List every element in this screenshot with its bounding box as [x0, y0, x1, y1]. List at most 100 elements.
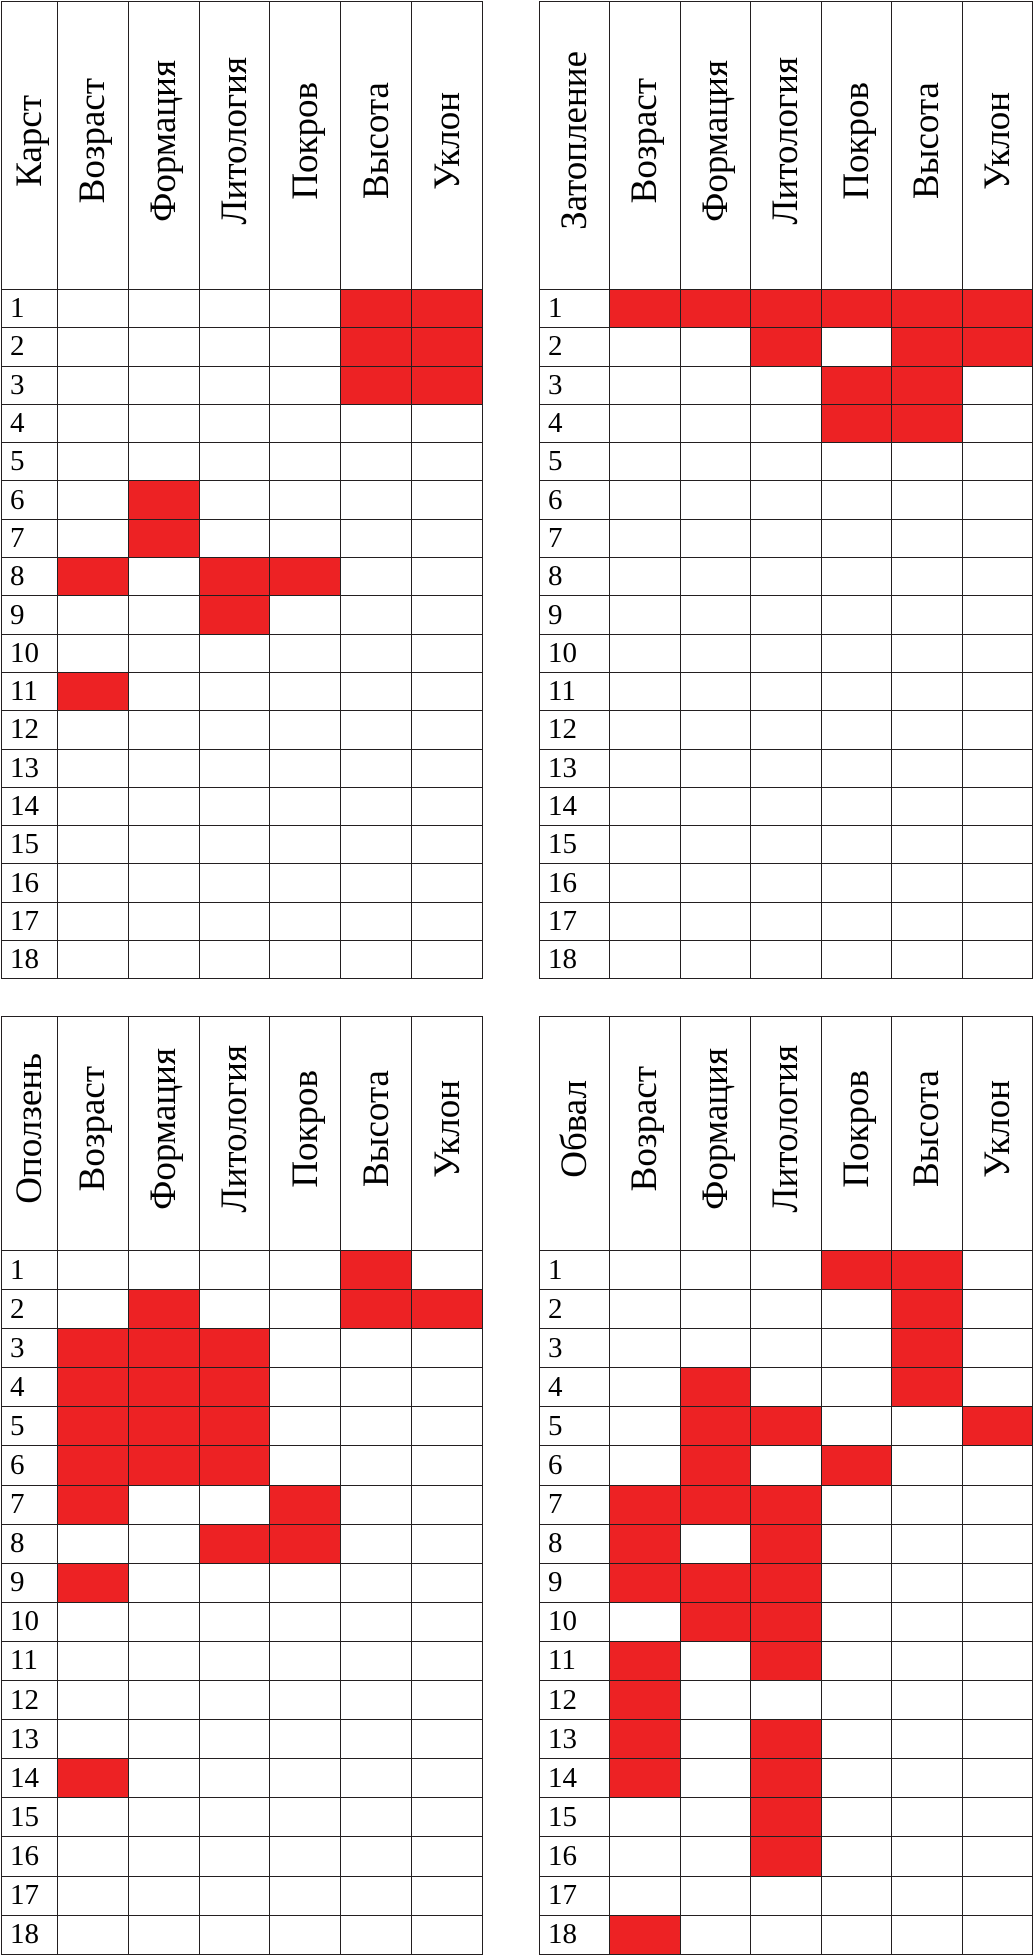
filled-cell	[750, 1719, 822, 1760]
empty-cell	[198, 671, 271, 712]
empty-cell	[891, 863, 963, 903]
empty-cell	[891, 786, 963, 827]
empty-cell	[198, 1484, 271, 1525]
filled-cell	[820, 1445, 892, 1486]
empty-cell	[340, 1680, 413, 1721]
empty-cell	[961, 825, 1033, 865]
filled-cell	[609, 1640, 681, 1682]
empty-cell	[340, 748, 413, 788]
empty-cell	[340, 1406, 413, 1447]
empty-cell	[609, 1406, 681, 1447]
empty-cell	[57, 710, 129, 750]
empty-cell	[961, 1719, 1033, 1760]
empty-cell	[891, 1406, 963, 1447]
empty-cell	[127, 863, 200, 903]
empty-cell	[269, 442, 342, 482]
empty-cell	[269, 1914, 342, 1955]
empty-cell	[198, 1875, 271, 1916]
table-row: 8	[1, 1523, 483, 1564]
table-row: 10	[1, 633, 483, 673]
table-row: 5	[539, 442, 1033, 482]
empty-cell	[269, 1758, 342, 1799]
empty-cell	[57, 480, 129, 520]
row-number: 17	[1, 901, 58, 942]
filled-cell	[891, 365, 963, 405]
empty-cell	[269, 1367, 342, 1408]
empty-cell	[679, 863, 751, 903]
column-header-text: Возраст	[624, 1065, 666, 1192]
empty-cell	[679, 518, 751, 559]
empty-cell	[198, 1289, 271, 1330]
filled-cell	[609, 1562, 681, 1603]
filled-cell	[609, 1914, 681, 1955]
empty-cell	[127, 1562, 200, 1603]
empty-cell	[198, 1758, 271, 1799]
empty-cell	[198, 1680, 271, 1721]
empty-cell	[820, 595, 892, 635]
row-number: 16	[1, 1836, 58, 1877]
empty-cell	[750, 1289, 822, 1330]
empty-cell	[340, 1836, 413, 1877]
empty-cell	[340, 403, 413, 444]
empty-cell	[820, 710, 892, 750]
empty-cell	[127, 748, 200, 788]
empty-cell	[750, 1249, 822, 1291]
column-header-text: Возраст	[72, 1065, 114, 1192]
table-row: 9	[1, 595, 483, 635]
empty-cell	[340, 557, 413, 597]
empty-cell	[198, 518, 271, 559]
empty-cell	[340, 595, 413, 635]
empty-cell	[961, 518, 1033, 559]
row-number: 7	[1, 1484, 58, 1525]
row-number: 2	[1, 327, 58, 367]
empty-cell	[820, 825, 892, 865]
empty-cell	[198, 1640, 271, 1682]
table-title-text: Обвал	[554, 1079, 595, 1178]
row-number: 6	[1, 480, 58, 520]
empty-cell	[891, 1601, 963, 1642]
row-number: 12	[539, 710, 610, 750]
column-header: Возраст	[609, 1, 681, 290]
empty-cell	[891, 1836, 963, 1877]
column-header: Формация	[127, 1, 200, 290]
filled-cell	[750, 1640, 822, 1682]
column-header: Покров	[820, 1016, 892, 1251]
table-row: 6	[539, 1445, 1033, 1486]
empty-cell	[127, 1914, 200, 1955]
empty-cell	[609, 1289, 681, 1330]
empty-cell	[411, 1797, 483, 1838]
column-header: Покров	[269, 1016, 342, 1251]
table-row: 16	[1, 1836, 483, 1877]
filled-cell	[127, 1406, 200, 1447]
column-header-text: Покров	[284, 81, 326, 200]
empty-cell	[127, 1875, 200, 1916]
empty-cell	[609, 1445, 681, 1486]
empty-cell	[57, 786, 129, 827]
empty-cell	[679, 557, 751, 597]
empty-cell	[411, 1249, 483, 1291]
row-number: 10	[1, 1601, 58, 1642]
empty-cell	[891, 1640, 963, 1682]
empty-cell	[891, 1797, 963, 1838]
empty-cell	[750, 518, 822, 559]
empty-cell	[820, 557, 892, 597]
empty-cell	[750, 557, 822, 597]
empty-cell	[961, 1680, 1033, 1721]
row-number: 8	[539, 1523, 610, 1564]
empty-cell	[198, 786, 271, 827]
table-row: 1	[1, 288, 483, 329]
filled-cell	[750, 1797, 822, 1838]
filled-cell	[891, 288, 963, 329]
empty-cell	[609, 518, 681, 559]
empty-cell	[891, 518, 963, 559]
filled-cell	[57, 1367, 129, 1408]
filled-cell	[340, 365, 413, 405]
empty-cell	[961, 1562, 1033, 1603]
empty-cell	[57, 1249, 129, 1291]
empty-cell	[198, 288, 271, 329]
table-row: 14	[539, 786, 1033, 827]
table-row: 15	[1, 1797, 483, 1838]
empty-cell	[269, 1875, 342, 1916]
empty-cell	[679, 1758, 751, 1799]
filled-cell	[127, 1289, 200, 1330]
